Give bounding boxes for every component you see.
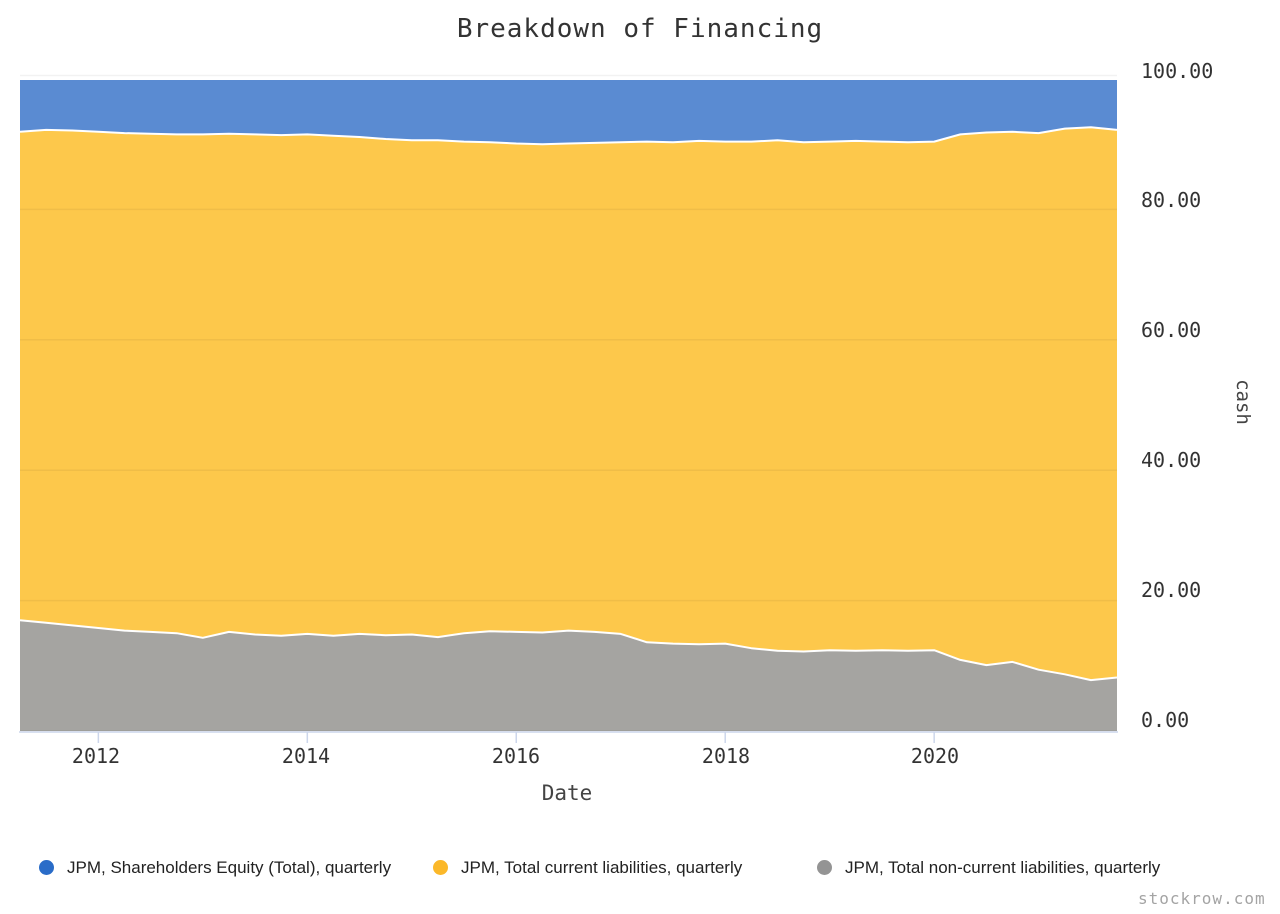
- legend-dot-current-liabilities-icon: [433, 860, 448, 875]
- y-tick-label: 80.00: [1141, 188, 1202, 212]
- y-tick-label: 60.00: [1141, 318, 1202, 342]
- boundary-current: [19, 126, 1118, 146]
- area-equity: [20, 79, 1117, 145]
- area-current: [20, 127, 1117, 681]
- y-tick-label: 100.00: [1141, 59, 1214, 83]
- y-tick-label: 40.00: [1141, 448, 1202, 472]
- area-noncurrent: [20, 620, 1117, 731]
- legend-label: JPM, Total current liabilities, quarterl…: [461, 858, 743, 877]
- x-axis-layer: [19, 731, 1118, 743]
- y-tick-label: 20.00: [1141, 578, 1202, 602]
- gridlines-layer: [20, 74, 1117, 732]
- x-tick-label: 2014: [281, 744, 331, 768]
- x-tick-label: 2020: [910, 744, 960, 768]
- legend-label: JPM, Total non-current liabilities, quar…: [845, 858, 1161, 877]
- boundary-noncurrent: [19, 619, 1118, 682]
- legend-dot-non-current-liabilities-icon: [817, 860, 832, 875]
- area-series-layer: [20, 79, 1117, 731]
- y-tick-label: 0.00: [1141, 708, 1190, 732]
- series-boundary-lines: [19, 78, 1118, 682]
- x-tick-label: 2012: [71, 744, 121, 768]
- legend-dot-equity-icon: [39, 860, 54, 875]
- y-axis-title: cash: [1232, 379, 1254, 425]
- legend: JPM, Shareholders Equity (Total), quarte…: [0, 852, 1280, 886]
- chart-title: Breakdown of Financing: [456, 14, 824, 44]
- legend-label: JPM, Shareholders Equity (Total), quarte…: [67, 858, 392, 877]
- x-tick-label: 2016: [491, 744, 541, 768]
- watermark: stockrow.com: [1138, 889, 1266, 908]
- x-tick-label: 2018: [701, 744, 751, 768]
- x-axis-title: Date: [541, 781, 593, 805]
